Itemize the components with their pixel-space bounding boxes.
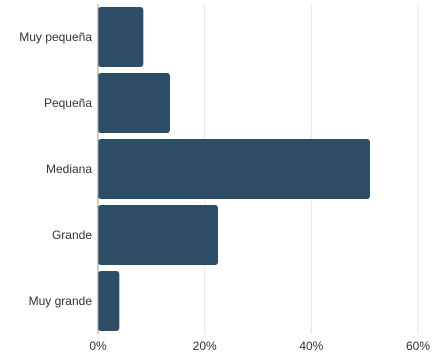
x-tick-label: 40% [299, 339, 323, 352]
category-labels: Muy pequeña Pequeña Mediana Grande Muy grand… [19, 30, 92, 308]
x-tick-label: 20% [193, 339, 217, 352]
category-label: Mediana [46, 162, 92, 176]
x-tick-label: 0% [89, 339, 107, 352]
category-label: Grande [52, 228, 92, 242]
bars-layer [98, 7, 370, 331]
bar [98, 73, 170, 133]
bar [98, 205, 218, 265]
x-tick-labels: 0% 20% 40% 60% [89, 339, 430, 352]
bar [98, 139, 370, 199]
bar [98, 271, 120, 331]
category-label: Muy pequeña [19, 30, 92, 44]
x-tick-label: 60% [406, 339, 430, 352]
bar [98, 7, 144, 67]
category-label: Muy grande [29, 294, 93, 308]
category-label: Pequeña [44, 96, 92, 110]
